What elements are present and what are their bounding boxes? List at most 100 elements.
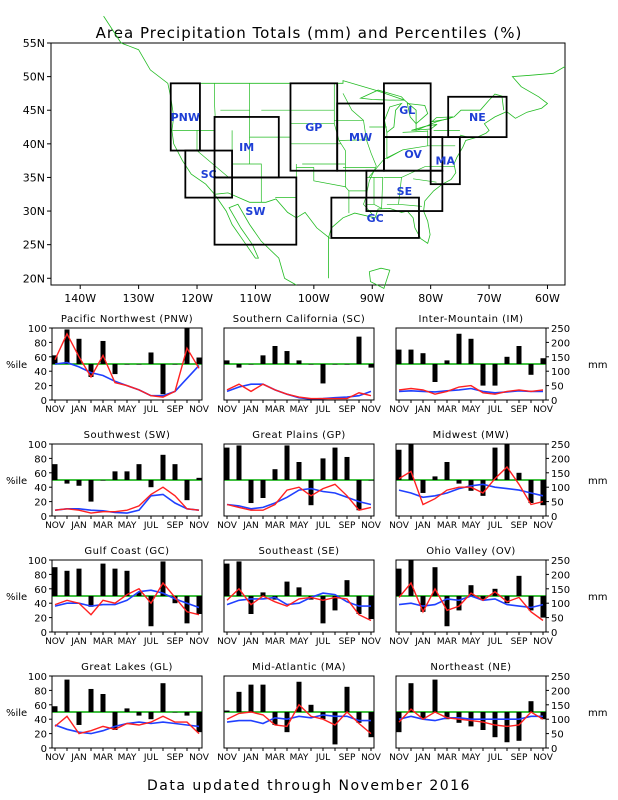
percentile-bar	[64, 329, 70, 364]
month-label: JAN	[70, 637, 86, 647]
state-boundary-14	[313, 167, 347, 188]
pct-tick-label: 20	[34, 614, 47, 625]
percentile-bar	[52, 464, 58, 480]
mm-tick-label: 50	[551, 382, 564, 393]
percentile-bar	[260, 592, 266, 596]
state-boundary-23	[383, 166, 455, 178]
month-label: JAN	[242, 637, 258, 647]
percentile-bar	[196, 596, 202, 614]
region-label-gl: GL	[399, 104, 415, 117]
state-boundary-2	[231, 130, 262, 203]
lon-tick-label: 70W	[477, 292, 502, 305]
percentile-bar	[332, 364, 338, 365]
lat-tick-label: 30N	[23, 205, 45, 218]
percentile-bar	[284, 712, 290, 733]
lake-outline-3	[411, 123, 438, 131]
panel-title: Gulf Coast (GC)	[84, 546, 169, 557]
state-boundary-25	[398, 203, 422, 207]
month-label: MAY	[290, 637, 309, 647]
month-label: MAR	[93, 637, 113, 647]
percentile-bar	[344, 456, 350, 480]
lake-outline-4	[430, 116, 454, 123]
mm-tick-label: 150	[551, 353, 570, 364]
percentile-bar	[332, 447, 338, 480]
percentile-bar	[308, 364, 314, 365]
percentile-bar	[224, 360, 230, 364]
mm-tick-label: 0	[551, 512, 557, 523]
lon-tick-label: 140W	[64, 292, 96, 305]
percentile-bar	[64, 480, 70, 484]
month-label: NOV	[189, 405, 210, 415]
pct-axis-label: %ile	[6, 360, 27, 371]
pct-tick-label: 80	[34, 338, 47, 349]
month-label: NOV	[361, 521, 382, 531]
percentile-bar	[160, 364, 166, 395]
pct-tick-label: 80	[34, 686, 47, 697]
month-label: SEP	[511, 637, 528, 647]
percentile-bar	[432, 567, 438, 596]
lat-tick-label: 55N	[23, 37, 45, 50]
normal-line	[398, 387, 543, 394]
percentile-bar	[100, 694, 106, 712]
percentile-bar	[368, 364, 374, 368]
percentile-bar	[124, 471, 130, 480]
percentile-bar	[284, 445, 290, 480]
month-label: JAN	[242, 753, 258, 763]
month-label: JAN	[414, 405, 430, 415]
region-box-sc	[184, 149, 233, 199]
region-label-pnw: PNW	[171, 111, 200, 124]
percentile-bar	[272, 346, 278, 364]
mexico-border	[214, 192, 331, 239]
panel-4: Great Plains (GP) NOV JAN MAR MAY JUL SEP NOV	[217, 430, 382, 531]
pct-tick-label: 40	[34, 367, 47, 378]
month-label: SEP	[339, 405, 356, 415]
region-box-ma	[429, 136, 461, 186]
percentile-bar	[124, 364, 130, 365]
east-coastline	[328, 66, 566, 279]
region-label-sc: SC	[201, 168, 217, 181]
month-label: NOV	[189, 637, 210, 647]
month-label: MAR	[93, 405, 113, 415]
percentile-bar	[76, 338, 82, 364]
mm-tick-label: 0	[551, 628, 557, 639]
percentile-bar	[296, 360, 302, 364]
percentile-bar	[420, 712, 426, 720]
month-label: MAY	[462, 521, 481, 531]
pct-tick-label: 80	[34, 570, 47, 581]
month-label: JAN	[242, 405, 258, 415]
percentile-bar	[504, 356, 510, 364]
month-label: NOV	[361, 637, 382, 647]
river-line	[342, 93, 377, 215]
pct-tick-label: 100	[28, 672, 47, 683]
month-label: MAY	[118, 753, 137, 763]
month-label: JUL	[315, 637, 330, 647]
month-label: JUL	[143, 753, 158, 763]
lon-tick-label: 130W	[123, 292, 155, 305]
precip-line	[226, 383, 372, 400]
month-label: NOV	[189, 521, 210, 531]
panel-title: Southern California (SC)	[233, 314, 365, 325]
month-label: JUL	[143, 521, 158, 531]
panel-8: Ohio Valley (OV)NOV JAN MAR MAY JUL SEP NOV050…	[389, 546, 607, 647]
region-box-sw	[213, 176, 298, 246]
percentile-bar	[248, 684, 254, 712]
month-label: SEP	[511, 521, 528, 531]
percentile-bar	[468, 338, 474, 364]
region-map: 55N 50N 45N 40N 35N 30N 25N 20N 140W 130W 120W 110W…	[23, 15, 566, 305]
percentile-bar	[160, 454, 166, 480]
mm-tick-label: 250	[551, 672, 570, 683]
mm-tick-label: 100	[551, 599, 570, 610]
pct-axis-label: %ile	[6, 708, 27, 719]
percentile-bar	[356, 596, 362, 614]
month-label: MAR	[93, 753, 113, 763]
panel-title: Northeast (NE)	[430, 662, 511, 673]
percentile-bar	[320, 364, 326, 384]
lon-tick-label: 110W	[239, 292, 271, 305]
percentile-bar	[184, 480, 190, 501]
percentile-bar	[480, 364, 486, 386]
month-label: NOV	[45, 753, 66, 763]
lake-outline-0	[359, 89, 406, 101]
state-boundary-17	[338, 139, 367, 141]
region-label-ne: NE	[469, 111, 486, 124]
panels: Pacific Northwest (PNW) NOV JAN MAR MAY JUL SE…	[6, 314, 607, 763]
